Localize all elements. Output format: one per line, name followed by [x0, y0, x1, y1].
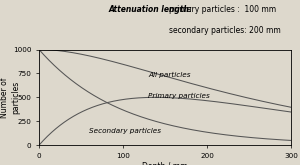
Y-axis label: Number of
particles: Number of particles: [0, 77, 20, 118]
Text: All particles: All particles: [148, 72, 191, 78]
Text: Secondary particles: Secondary particles: [89, 128, 161, 134]
X-axis label: Depth / mm: Depth / mm: [142, 162, 188, 165]
Text: primary particles :  100 mm: primary particles : 100 mm: [169, 5, 277, 14]
Text: Primary particles: Primary particles: [148, 93, 210, 99]
Text: secondary particles: 200 mm: secondary particles: 200 mm: [169, 26, 281, 35]
Text: Attenuation length:: Attenuation length:: [108, 5, 192, 14]
